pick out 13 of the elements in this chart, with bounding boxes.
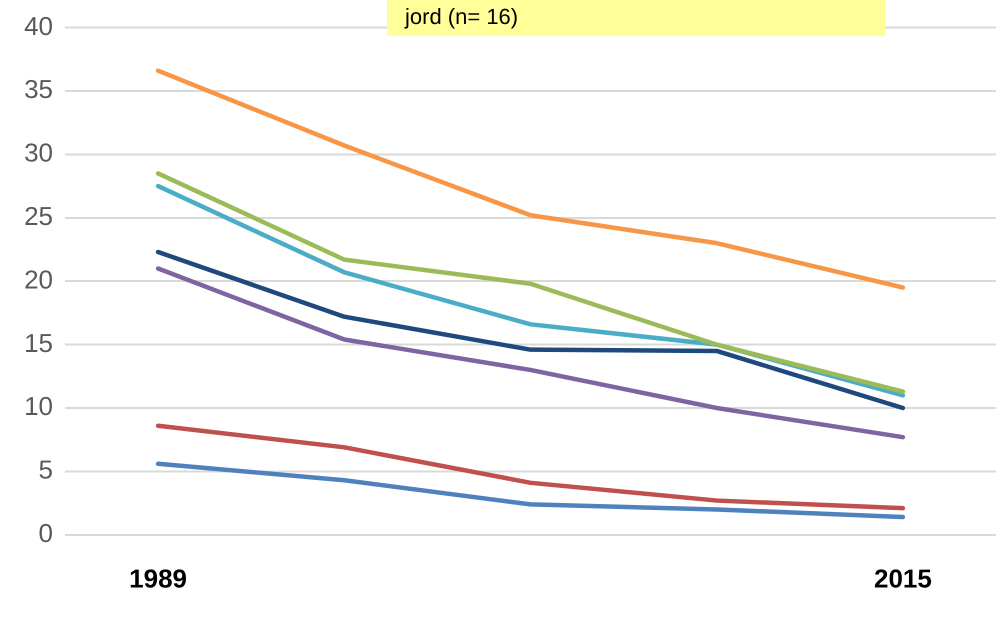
x-tick-label: 2015 <box>874 564 932 594</box>
y-tick-label: 20 <box>24 264 53 294</box>
text-box: jord (n= 16) <box>387 0 885 36</box>
annotation: jord (n= 16) <box>405 4 518 29</box>
y-tick-label: 15 <box>24 328 53 358</box>
x-tick-label: 1989 <box>129 564 188 594</box>
y-tick-label: 35 <box>24 74 53 104</box>
y-tick-label: 30 <box>24 138 53 168</box>
y-tick-label: 25 <box>24 200 53 231</box>
y-tick-label: 5 <box>38 454 53 485</box>
y-tick-label: 0 <box>38 518 53 548</box>
y-tick-label: 40 <box>24 10 53 41</box>
y-tick-label: 10 <box>24 391 53 422</box>
